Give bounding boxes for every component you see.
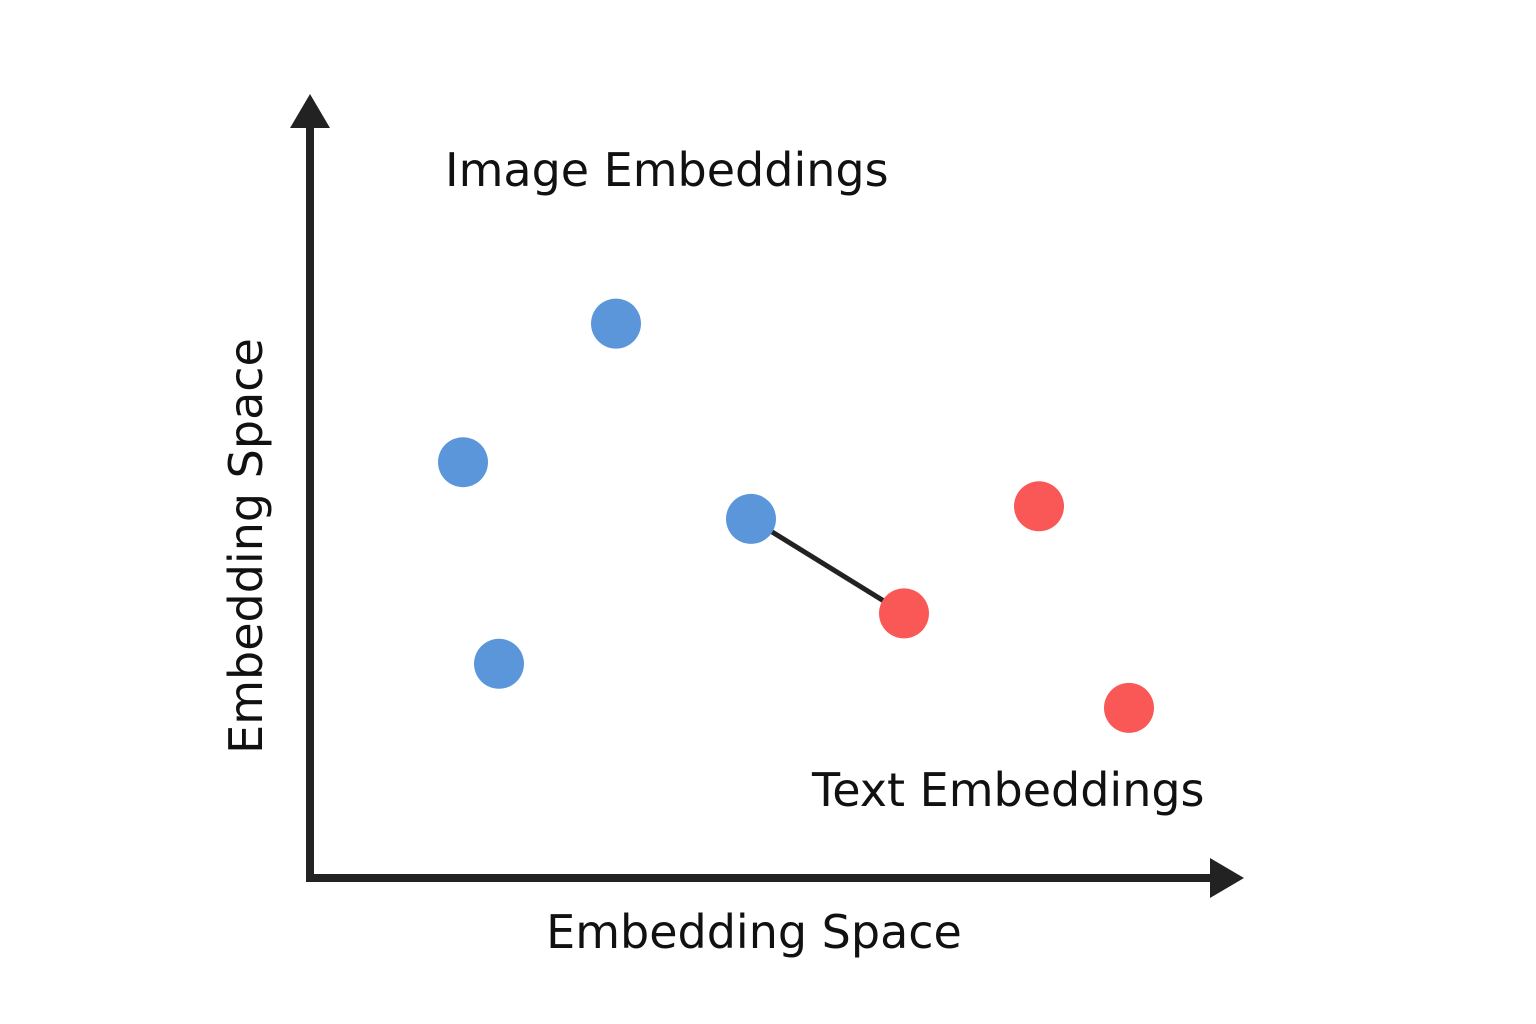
image-embedding-point-1 (591, 298, 641, 349)
links-layer (749, 516, 906, 616)
text-embedding-point-1 (1014, 481, 1064, 532)
image-embedding-point-4 (474, 638, 524, 689)
x-axis-arrowhead (1210, 858, 1244, 898)
similarity-link-line (749, 516, 906, 616)
text-embedding-point-3 (1104, 682, 1154, 733)
x-axis-label: Embedding Space (546, 905, 962, 959)
points-layer (438, 298, 1154, 733)
image-embeddings-label: Image Embeddings (445, 143, 889, 197)
image-embedding-point-2 (438, 437, 488, 488)
y-axis-label: Embedding Space (219, 338, 273, 754)
text-embedding-point-2 (879, 588, 929, 639)
y-axis-arrowhead (290, 94, 330, 128)
text-embeddings-label: Text Embeddings (811, 763, 1205, 817)
image-embedding-point-3 (726, 493, 776, 544)
axes (290, 94, 1244, 898)
